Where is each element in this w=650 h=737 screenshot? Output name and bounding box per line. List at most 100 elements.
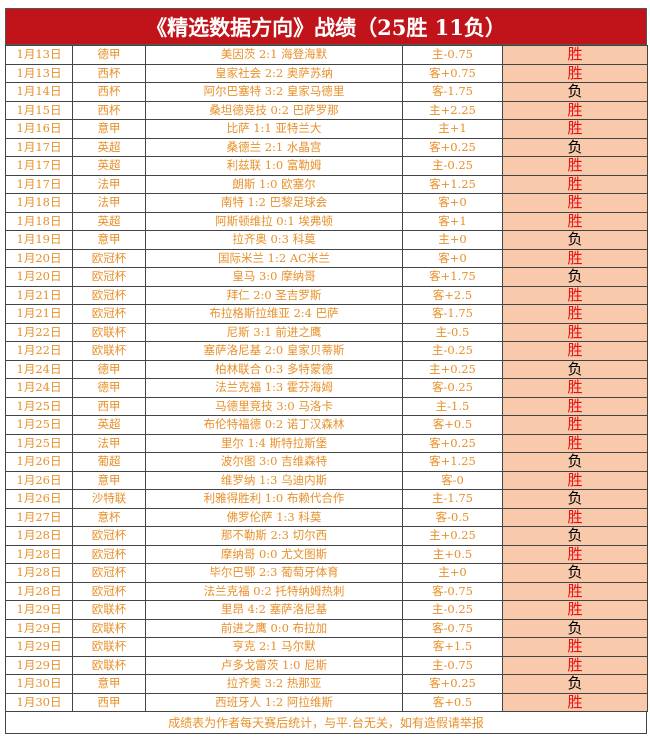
match-cell: 法兰克福 1:3 霍芬海姆	[145, 378, 403, 398]
league-cell: 意甲	[72, 119, 146, 139]
result-cell: 胜	[502, 285, 648, 305]
handicap-cell: 客-0.5	[402, 507, 503, 527]
league-cell: 欧冠杯	[72, 544, 146, 564]
table-row: 1月20日 欧冠杯 皇马 3:0 摩纳哥 客+1.75 负	[5, 267, 648, 287]
league-cell: 欧联杯	[72, 618, 146, 638]
date-cell: 1月22日	[5, 341, 73, 361]
handicap-cell: 主+1	[402, 119, 503, 139]
match-cell: 波尔图 3:0 吉维森特	[145, 452, 403, 472]
league-cell: 法甲	[72, 433, 146, 453]
table-row: 1月28日 欧冠杯 毕尔巴鄂 2:3 葡萄牙体育 主+0 负	[5, 563, 648, 583]
date-cell: 1月17日	[5, 137, 73, 157]
date-cell: 1月29日	[5, 600, 73, 620]
result-cell: 胜	[502, 692, 648, 712]
match-cell: 皇马 3:0 摩纳哥	[145, 267, 403, 287]
table-row: 1月18日 英超 阿斯顿维拉 0:1 埃弗顿 客+1 胜	[5, 211, 648, 231]
league-cell: 欧冠杯	[72, 248, 146, 268]
date-cell: 1月21日	[5, 285, 73, 305]
result-cell: 负	[502, 452, 648, 472]
table-row: 1月29日 欧联杯 卢多戈雷茨 1:0 尼斯 主-0.75 胜	[5, 655, 648, 675]
date-cell: 1月25日	[5, 396, 73, 416]
result-cell: 胜	[502, 378, 648, 398]
league-cell: 英超	[72, 415, 146, 435]
date-cell: 1月30日	[5, 674, 73, 694]
result-cell: 胜	[502, 322, 648, 342]
match-cell: 美因茨 2:1 海登海默	[145, 45, 403, 65]
handicap-cell: 客+0	[402, 248, 503, 268]
handicap-cell: 主-0.75	[402, 655, 503, 675]
match-cell: 比萨 1:1 亚特兰大	[145, 119, 403, 139]
handicap-cell: 客-0	[402, 470, 503, 490]
table-row: 1月20日 欧冠杯 国际米兰 1:2 AC米兰 客+0 胜	[5, 248, 648, 268]
match-cell: 南特 1:2 巴黎足球会	[145, 193, 403, 213]
table-row: 1月30日 意甲 拉齐奥 3:2 热那亚 客+0.25 负	[5, 674, 648, 694]
date-cell: 1月13日	[5, 45, 73, 65]
result-cell: 胜	[502, 600, 648, 620]
table-row: 1月28日 欧冠杯 摩纳哥 0:0 尤文图斯 主+0.5 胜	[5, 544, 648, 564]
date-cell: 1月24日	[5, 378, 73, 398]
table-row: 1月18日 法甲 南特 1:2 巴黎足球会 客+0 胜	[5, 193, 648, 213]
result-cell: 胜	[502, 341, 648, 361]
handicap-cell: 客-0.75	[402, 581, 503, 601]
league-cell: 欧冠杯	[72, 304, 146, 324]
result-cell: 负	[502, 674, 648, 694]
date-cell: 1月26日	[5, 470, 73, 490]
result-cell: 负	[502, 563, 648, 583]
league-cell: 沙特联	[72, 489, 146, 509]
date-cell: 1月29日	[5, 637, 73, 657]
handicap-cell: 客-0.75	[402, 618, 503, 638]
handicap-cell: 主-0.25	[402, 341, 503, 361]
date-cell: 1月26日	[5, 452, 73, 472]
handicap-cell: 客-1.75	[402, 82, 503, 102]
handicap-cell: 主+0	[402, 230, 503, 250]
match-cell: 利雅得胜利 1:0 布赖代合作	[145, 489, 403, 509]
date-cell: 1月28日	[5, 544, 73, 564]
handicap-cell: 客-0.25	[402, 378, 503, 398]
league-cell: 意甲	[72, 470, 146, 490]
league-cell: 英超	[72, 156, 146, 176]
match-cell: 摩纳哥 0:0 尤文图斯	[145, 544, 403, 564]
handicap-cell: 客+0.25	[402, 433, 503, 453]
match-cell: 法兰克福 0:2 托特纳姆热刺	[145, 581, 403, 601]
result-cell: 胜	[502, 304, 648, 324]
match-cell: 柏林联合 0:3 多特蒙德	[145, 359, 403, 379]
result-cell: 胜	[502, 433, 648, 453]
date-cell: 1月28日	[5, 526, 73, 546]
date-cell: 1月29日	[5, 618, 73, 638]
table-row: 1月25日 法甲 里尔 1:4 斯特拉斯堡 客+0.25 胜	[5, 433, 648, 453]
handicap-cell: 主+0	[402, 563, 503, 583]
result-cell: 胜	[502, 581, 648, 601]
result-cell: 负	[502, 267, 648, 287]
handicap-cell: 客+1.5	[402, 637, 503, 657]
table-row: 1月26日 葡超 波尔图 3:0 吉维森特 客+1.25 负	[5, 452, 648, 472]
league-cell: 欧联杯	[72, 600, 146, 620]
record-sheet: 《精选数据方向》战绩（25胜 11负） 1月13日 德甲 美因茨 2:1 海登海默主…	[5, 8, 648, 734]
match-cell: 佛罗伦萨 1:3 科莫	[145, 507, 403, 527]
match-cell: 里昂 4:2 塞萨洛尼基	[145, 600, 403, 620]
handicap-cell: 主-0.25	[402, 600, 503, 620]
result-cell: 胜	[502, 63, 648, 83]
date-cell: 1月16日	[5, 119, 73, 139]
match-cell: 拉齐奥 0:3 科莫	[145, 230, 403, 250]
handicap-cell: 主-0.75	[402, 45, 503, 65]
match-cell: 阿尔巴塞特 3:2 皇家马德里	[145, 82, 403, 102]
match-cell: 卢多戈雷茨 1:0 尼斯	[145, 655, 403, 675]
league-cell: 欧冠杯	[72, 267, 146, 287]
result-cell: 胜	[502, 45, 648, 65]
table-row: 1月29日 欧联杯 前进之鹰 0:0 布拉加 客-0.75 负	[5, 618, 648, 638]
league-cell: 西杯	[72, 63, 146, 83]
table-row: 1月28日 欧冠杯 法兰克福 0:2 托特纳姆热刺 客-0.75 胜	[5, 581, 648, 601]
date-cell: 1月20日	[5, 267, 73, 287]
league-cell: 葡超	[72, 452, 146, 472]
handicap-cell: 主-1.75	[402, 489, 503, 509]
result-cell: 胜	[502, 248, 648, 268]
league-cell: 法甲	[72, 193, 146, 213]
record-table: 1月13日 德甲 美因茨 2:1 海登海默 主-0.75 胜 1月13日 西杯 皇家社会 2:…	[5, 45, 648, 712]
date-cell: 1月18日	[5, 193, 73, 213]
result-cell: 负	[502, 82, 648, 102]
result-cell: 胜	[502, 507, 648, 527]
table-row: 1月27日 意杯 佛罗伦萨 1:3 科莫 客-0.5 胜	[5, 507, 648, 527]
result-cell: 胜	[502, 100, 648, 120]
date-cell: 1月13日	[5, 63, 73, 83]
table-row: 1月21日 欧冠杯 拜仁 2:0 圣吉罗斯 客+2.5 胜	[5, 285, 648, 305]
